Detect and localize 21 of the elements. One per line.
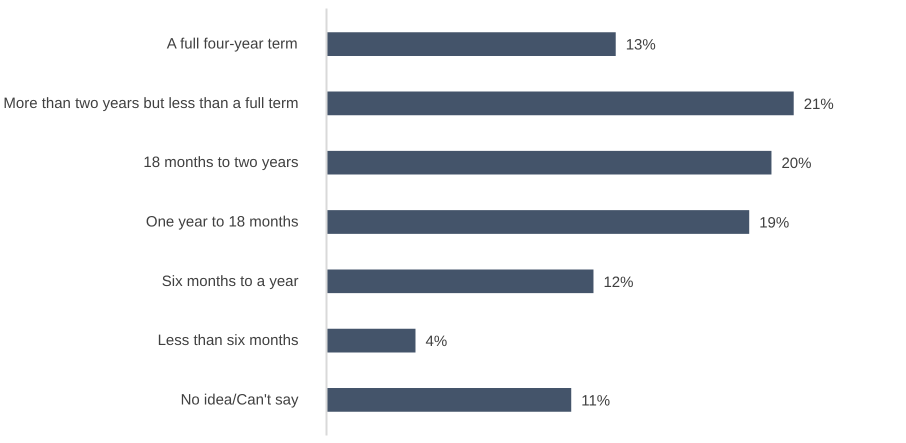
bar	[326, 388, 572, 412]
bar	[326, 92, 794, 116]
y-tick-label: A full four-year term	[166, 36, 298, 53]
data-label: 4%	[425, 333, 448, 350]
bar	[326, 210, 750, 234]
y-tick-label: Less than six months	[158, 332, 299, 350]
bar	[326, 269, 594, 294]
y-tick-label: Six months to a year	[162, 272, 299, 290]
data-label: 13%	[626, 36, 656, 54]
data-label: 21%	[804, 96, 834, 113]
data-label: 12%	[603, 274, 634, 291]
y-tick-label: No idea/Can't say	[180, 391, 299, 408]
y-tick-label: One year to 18 months	[146, 214, 299, 230]
y-tick-label: More than two years but less than a full term	[3, 94, 299, 112]
bar	[326, 32, 616, 56]
data-label: 20%	[781, 155, 812, 172]
data-label: 11%	[581, 392, 610, 410]
y-tick-label: 18 months to two years	[143, 154, 298, 172]
bar	[326, 328, 416, 352]
data-label: 19%	[759, 214, 790, 232]
bar	[326, 150, 772, 175]
